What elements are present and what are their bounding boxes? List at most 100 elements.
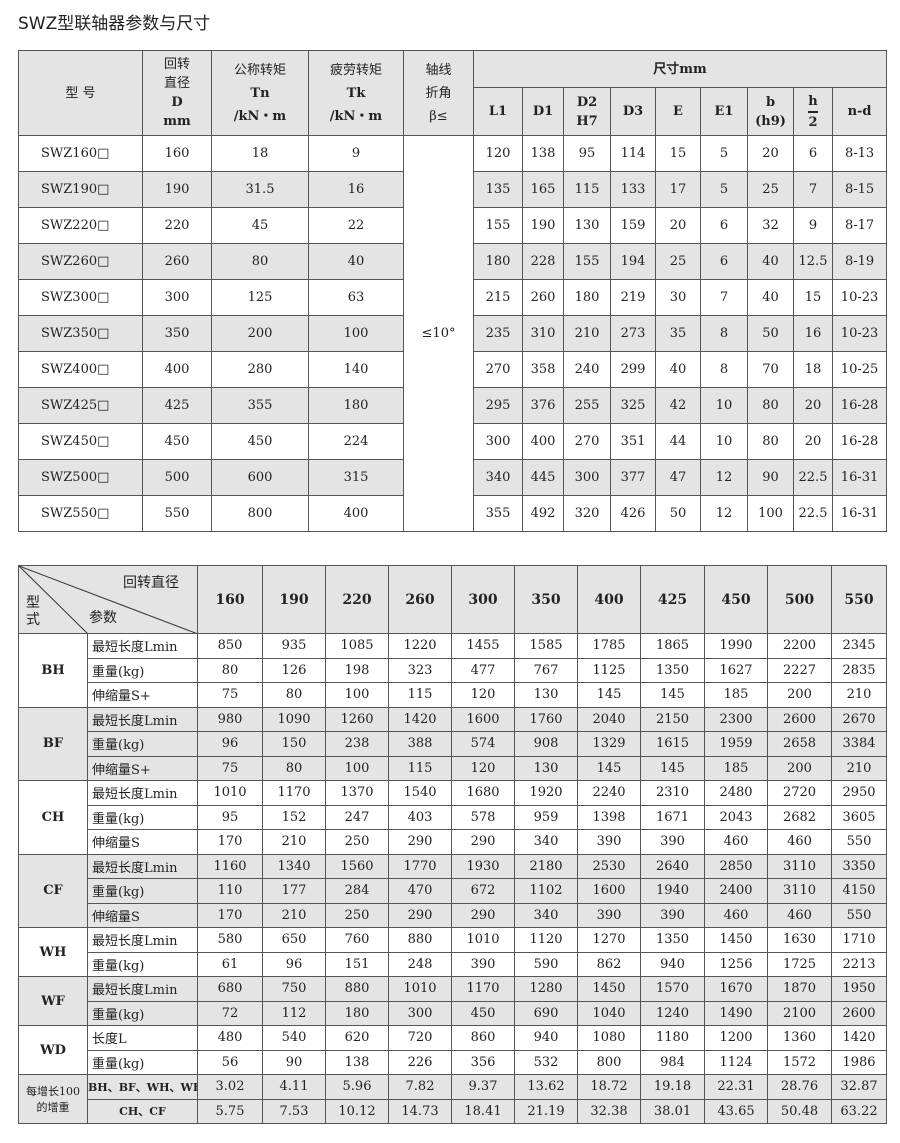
param-label: 伸缩量S (87, 829, 198, 855)
table-row: SWZ425□ 425 355 180 295 376 255 325 42 10 80 20 16-2… (18, 387, 888, 424)
value-cell: 1090 (262, 706, 326, 732)
value-cell: 356 (451, 1049, 515, 1075)
value-cell: 460 (767, 902, 832, 928)
value-cell: 1490 (704, 1000, 768, 1026)
value-cell: 240 (563, 351, 611, 388)
value-cell: 1398 (577, 804, 641, 830)
value-cell: 20 (747, 135, 794, 172)
value-cell: 1329 (577, 731, 641, 757)
value-cell: 325 (610, 387, 656, 424)
value-cell: 1680 (451, 780, 515, 806)
table-row: 伸缩量S 170 210 250 290 290 340 390 390 460 460 550 (18, 902, 887, 928)
table-row: SWZ300□ 300 125 63 215 260 180 219 30 7 40 15 10-23 (18, 279, 888, 316)
table-row: 重量(kg) 96 150 238 388 574 908 1329 1615 1959 2658 3… (18, 731, 887, 757)
value-cell: 10 (700, 387, 748, 424)
value-cell: 2300 (704, 706, 768, 732)
value-cell: 96 (197, 731, 263, 757)
value-cell: 578 (451, 804, 515, 830)
param-label: CH、CF (87, 1098, 198, 1124)
value-cell: 100 (325, 682, 389, 708)
value-cell: 8 (700, 351, 748, 388)
header-dim-0: L1 (473, 87, 523, 136)
value-cell: 590 (514, 951, 578, 977)
value-cell: 8-19 (831, 243, 888, 280)
value-cell: 620 (325, 1025, 389, 1051)
value-cell: 377 (610, 459, 656, 496)
type-cell: CH (18, 780, 88, 855)
value-cell: 155 (563, 243, 611, 280)
value-cell: 1600 (451, 706, 515, 732)
value-cell: 450 (451, 1000, 515, 1026)
value-cell: 350 (142, 315, 212, 352)
value-cell: 2530 (577, 853, 641, 879)
value-cell: 120 (451, 682, 515, 708)
model-cell: SWZ350□ (18, 315, 143, 352)
value-cell: 1260 (325, 706, 389, 732)
value-cell: 300 (473, 423, 523, 460)
value-cell: 80 (197, 657, 263, 683)
value-cell: 18.72 (577, 1074, 641, 1100)
value-cell: 860 (451, 1025, 515, 1051)
value-cell: 32.87 (831, 1074, 887, 1100)
value-cell: 50 (747, 315, 794, 352)
diameter-header: 260 (388, 565, 452, 634)
header-dim-1: D1 (522, 87, 564, 136)
value-cell: 180 (308, 387, 404, 424)
value-cell: 130 (563, 207, 611, 244)
value-cell: 16-31 (831, 495, 888, 532)
value-cell: 1930 (451, 853, 515, 879)
param-label: 最短长度Lmin (87, 927, 198, 953)
value-cell: 70 (747, 351, 794, 388)
value-cell: 10 (700, 423, 748, 460)
type-cell: WH (18, 927, 88, 977)
value-cell: 13.62 (514, 1074, 578, 1100)
value-cell: 1010 (197, 780, 263, 806)
value-cell: 115 (563, 171, 611, 208)
value-cell: 425 (142, 387, 212, 424)
value-cell: 200 (767, 682, 832, 708)
value-cell: 180 (473, 243, 523, 280)
value-cell: 2227 (767, 657, 832, 683)
value-cell: 5 (700, 135, 748, 172)
value-cell: 1200 (704, 1025, 768, 1051)
table-row: SWZ400□ 400 280 140 270 358 240 299 40 8 70 18 10-25 (18, 351, 888, 388)
value-cell: 750 (262, 976, 326, 1002)
value-cell: 1770 (388, 853, 452, 879)
table-row: SWZ450□ 450 450 224 300 400 270 351 44 10 80 20 16-2… (18, 423, 888, 460)
value-cell: 580 (197, 927, 263, 953)
header-model: 型 号 (18, 50, 143, 136)
value-cell: 120 (451, 755, 515, 781)
table-row: SWZ260□ 260 80 40 180 228 155 194 25 6 40 12.5 8-19 (18, 243, 888, 280)
model-cell: SWZ550□ (18, 495, 143, 532)
param-label: 伸缩量S+ (87, 682, 198, 708)
value-cell: 250 (325, 902, 389, 928)
value-cell: 32 (747, 207, 794, 244)
corner-param-label: 参数 (89, 610, 117, 626)
value-cell: 4.11 (262, 1074, 326, 1100)
value-cell: 355 (473, 495, 523, 532)
value-cell: 1959 (704, 731, 768, 757)
header-dim-3: D3 (610, 87, 656, 136)
value-cell: 21.19 (514, 1098, 578, 1124)
value-cell: 100 (325, 755, 389, 781)
value-cell: 228 (522, 243, 564, 280)
header-dim-6: b (h9) (747, 87, 794, 136)
model-cell: SWZ260□ (18, 243, 143, 280)
value-cell: 940 (514, 1025, 578, 1051)
value-cell: 550 (831, 902, 887, 928)
model-cell: SWZ500□ (18, 459, 143, 496)
value-cell: 2600 (767, 706, 832, 732)
model-cell: SWZ190□ (18, 171, 143, 208)
value-cell: 940 (640, 951, 705, 977)
value-cell: 480 (197, 1025, 263, 1051)
diameter-header: 550 (831, 565, 887, 634)
header-dim-5: E1 (700, 87, 748, 136)
value-cell: 1010 (451, 927, 515, 953)
value-cell: 210 (831, 755, 887, 781)
table-row: 每增长100的增重 BH、BF、WH、WF 3.02 4.11 5.96 7.82 9.37… (18, 1074, 887, 1124)
value-cell: 1920 (514, 780, 578, 806)
value-cell: 492 (522, 495, 564, 532)
value-cell: 80 (211, 243, 309, 280)
value-cell: 1180 (640, 1025, 705, 1051)
type-cell: BF (18, 706, 88, 781)
